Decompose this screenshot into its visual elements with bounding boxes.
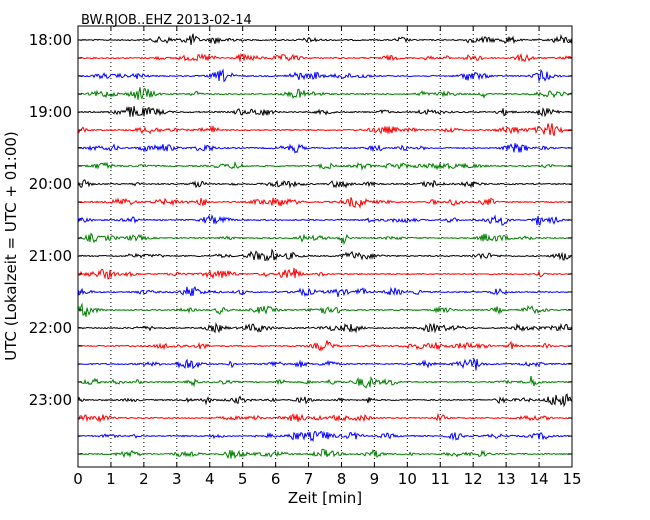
trace xyxy=(77,412,573,424)
y-tick-label: 18:00 xyxy=(29,31,72,49)
y-tick-label: 21:00 xyxy=(29,247,72,265)
y-tick-label: 22:00 xyxy=(29,319,72,337)
x-tick-label: 2 xyxy=(139,470,149,488)
x-tick-label: 12 xyxy=(464,470,483,488)
plot-frame xyxy=(77,25,573,468)
trace xyxy=(77,106,573,118)
x-tick-label: 14 xyxy=(530,470,549,488)
trace xyxy=(77,302,573,317)
trace xyxy=(77,286,573,298)
x-tick-label: 13 xyxy=(497,470,516,488)
y-axis-ticks: 18:00 19:00 20:00 21:00 22:00 23:00 xyxy=(29,31,572,455)
x-tick-label: 4 xyxy=(205,470,215,488)
x-tick-label: 0 xyxy=(73,470,83,488)
trace xyxy=(77,393,573,408)
trace xyxy=(77,33,573,45)
trace xyxy=(77,248,573,262)
trace xyxy=(77,430,573,443)
x-tick-label: 5 xyxy=(238,470,248,488)
x-tick-label: 7 xyxy=(304,470,314,488)
trace xyxy=(77,267,573,280)
x-tick-label: 3 xyxy=(172,470,182,488)
trace xyxy=(77,68,573,83)
trace xyxy=(77,160,573,171)
trace xyxy=(77,52,573,63)
x-tick-label: 9 xyxy=(370,470,380,488)
x-tick-label: 8 xyxy=(337,470,347,488)
x-tick-label: 15 xyxy=(562,470,581,488)
trace xyxy=(77,376,573,389)
vertical-gridlines xyxy=(110,26,540,467)
trace xyxy=(77,357,573,371)
x-tick-label: 1 xyxy=(106,470,116,488)
x-tick-label: 10 xyxy=(398,470,417,488)
x-axis-label: Zeit [min] xyxy=(288,489,362,507)
y-tick-label: 20:00 xyxy=(29,175,72,193)
trace xyxy=(77,340,573,352)
trace xyxy=(77,448,573,460)
trace xyxy=(77,123,573,137)
trace xyxy=(77,322,573,334)
y-tick-label: 19:00 xyxy=(29,103,72,121)
x-tick-label: 6 xyxy=(271,470,281,488)
trace xyxy=(77,143,573,154)
trace xyxy=(77,197,573,209)
trace xyxy=(77,87,573,100)
chart-title: BW.RJOB..EHZ 2013-02-14 xyxy=(81,13,252,28)
y-axis-label: UTC (Lokalzeit = UTC + 01:00) xyxy=(2,131,20,361)
x-axis-ticks: 0 1 2 3 4 5 6 7 8 9 10 11 12 13 14 15 xyxy=(73,26,582,488)
y-tick-label: 23:00 xyxy=(29,391,72,409)
traces xyxy=(77,33,573,460)
trace xyxy=(77,214,573,226)
x-tick-label: 11 xyxy=(431,470,450,488)
trace xyxy=(77,179,573,189)
trace xyxy=(77,232,573,246)
